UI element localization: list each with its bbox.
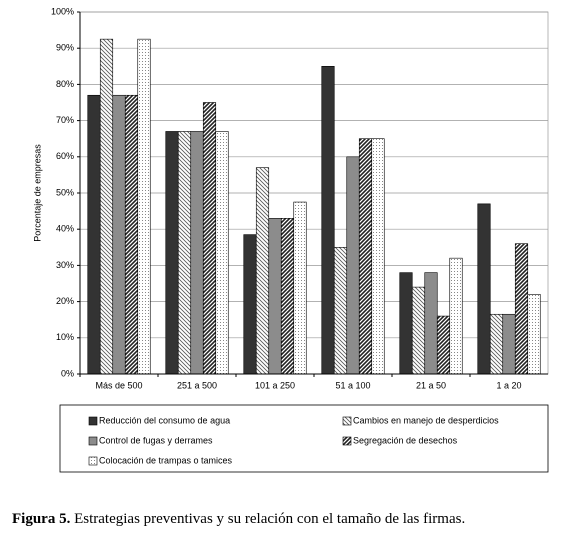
legend-swatch: [342, 436, 352, 446]
y-tick-label: 0%: [61, 368, 74, 378]
y-tick-label: 60%: [56, 151, 74, 161]
legend-label: Control de fugas y derrames: [99, 435, 213, 445]
legend-swatch: [88, 416, 98, 426]
bar: [424, 272, 438, 375]
legend-swatch: [88, 456, 98, 466]
bar: [346, 156, 360, 375]
bar: [87, 94, 101, 375]
bar: [99, 38, 114, 375]
legend-box: [59, 404, 549, 473]
bar: [268, 218, 282, 375]
bar: [411, 286, 426, 375]
x-tick-label: 251 a 500: [177, 380, 217, 390]
bar: [399, 272, 413, 375]
caption-text: Estrategias preventivas y su relación co…: [74, 511, 465, 527]
bar: [477, 203, 491, 375]
bar: [255, 167, 270, 375]
legend-label: Segregación de desechos: [353, 435, 458, 445]
legend-swatch: [88, 436, 98, 446]
bar: [371, 138, 385, 375]
y-tick-label: 30%: [56, 260, 74, 270]
caption: Figura 5. Estrategias preventivas y su r…: [12, 511, 465, 527]
y-tick-label: 70%: [56, 115, 74, 125]
bar: [514, 243, 529, 375]
y-axis-label: Porcentaje de empresas: [32, 144, 42, 242]
bar: [321, 66, 335, 375]
bar: [124, 94, 139, 375]
x-tick-label: 101 a 250: [255, 380, 295, 390]
bar: [489, 313, 504, 375]
bar: [177, 131, 192, 375]
bar: [137, 38, 151, 375]
bar: [449, 257, 463, 375]
y-tick-label: 90%: [56, 43, 74, 53]
bar: [436, 315, 451, 375]
y-tick-label: 80%: [56, 79, 74, 89]
bar: [215, 131, 229, 375]
bar: [502, 313, 516, 375]
x-tick-label: 1 a 20: [496, 380, 521, 390]
bar: [527, 294, 541, 375]
legend-swatch: [342, 416, 352, 426]
y-tick-label: 40%: [56, 224, 74, 234]
bar: [190, 131, 204, 375]
legend-label: Colocación de trampas o tamices: [99, 455, 233, 465]
caption-label: Figura 5.: [12, 511, 71, 527]
y-tick-label: 100%: [51, 6, 74, 16]
bar: [202, 102, 217, 375]
bar: [243, 234, 257, 375]
bar: [358, 138, 373, 375]
x-tick-label: 51 a 100: [335, 380, 370, 390]
bar: [112, 94, 126, 375]
y-tick-label: 50%: [56, 187, 74, 197]
x-tick-label: 21 a 50: [416, 380, 446, 390]
y-tick-label: 10%: [56, 332, 74, 342]
bar: [280, 218, 295, 375]
x-tick-label: Más de 500: [95, 380, 142, 390]
legend-label: Reducción del consumo de agua: [99, 415, 230, 425]
bar: [333, 247, 348, 375]
legend-label: Cambios en manejo de desperdicios: [353, 415, 499, 425]
bar: [165, 131, 179, 375]
bar: [293, 201, 307, 375]
y-tick-label: 20%: [56, 296, 74, 306]
